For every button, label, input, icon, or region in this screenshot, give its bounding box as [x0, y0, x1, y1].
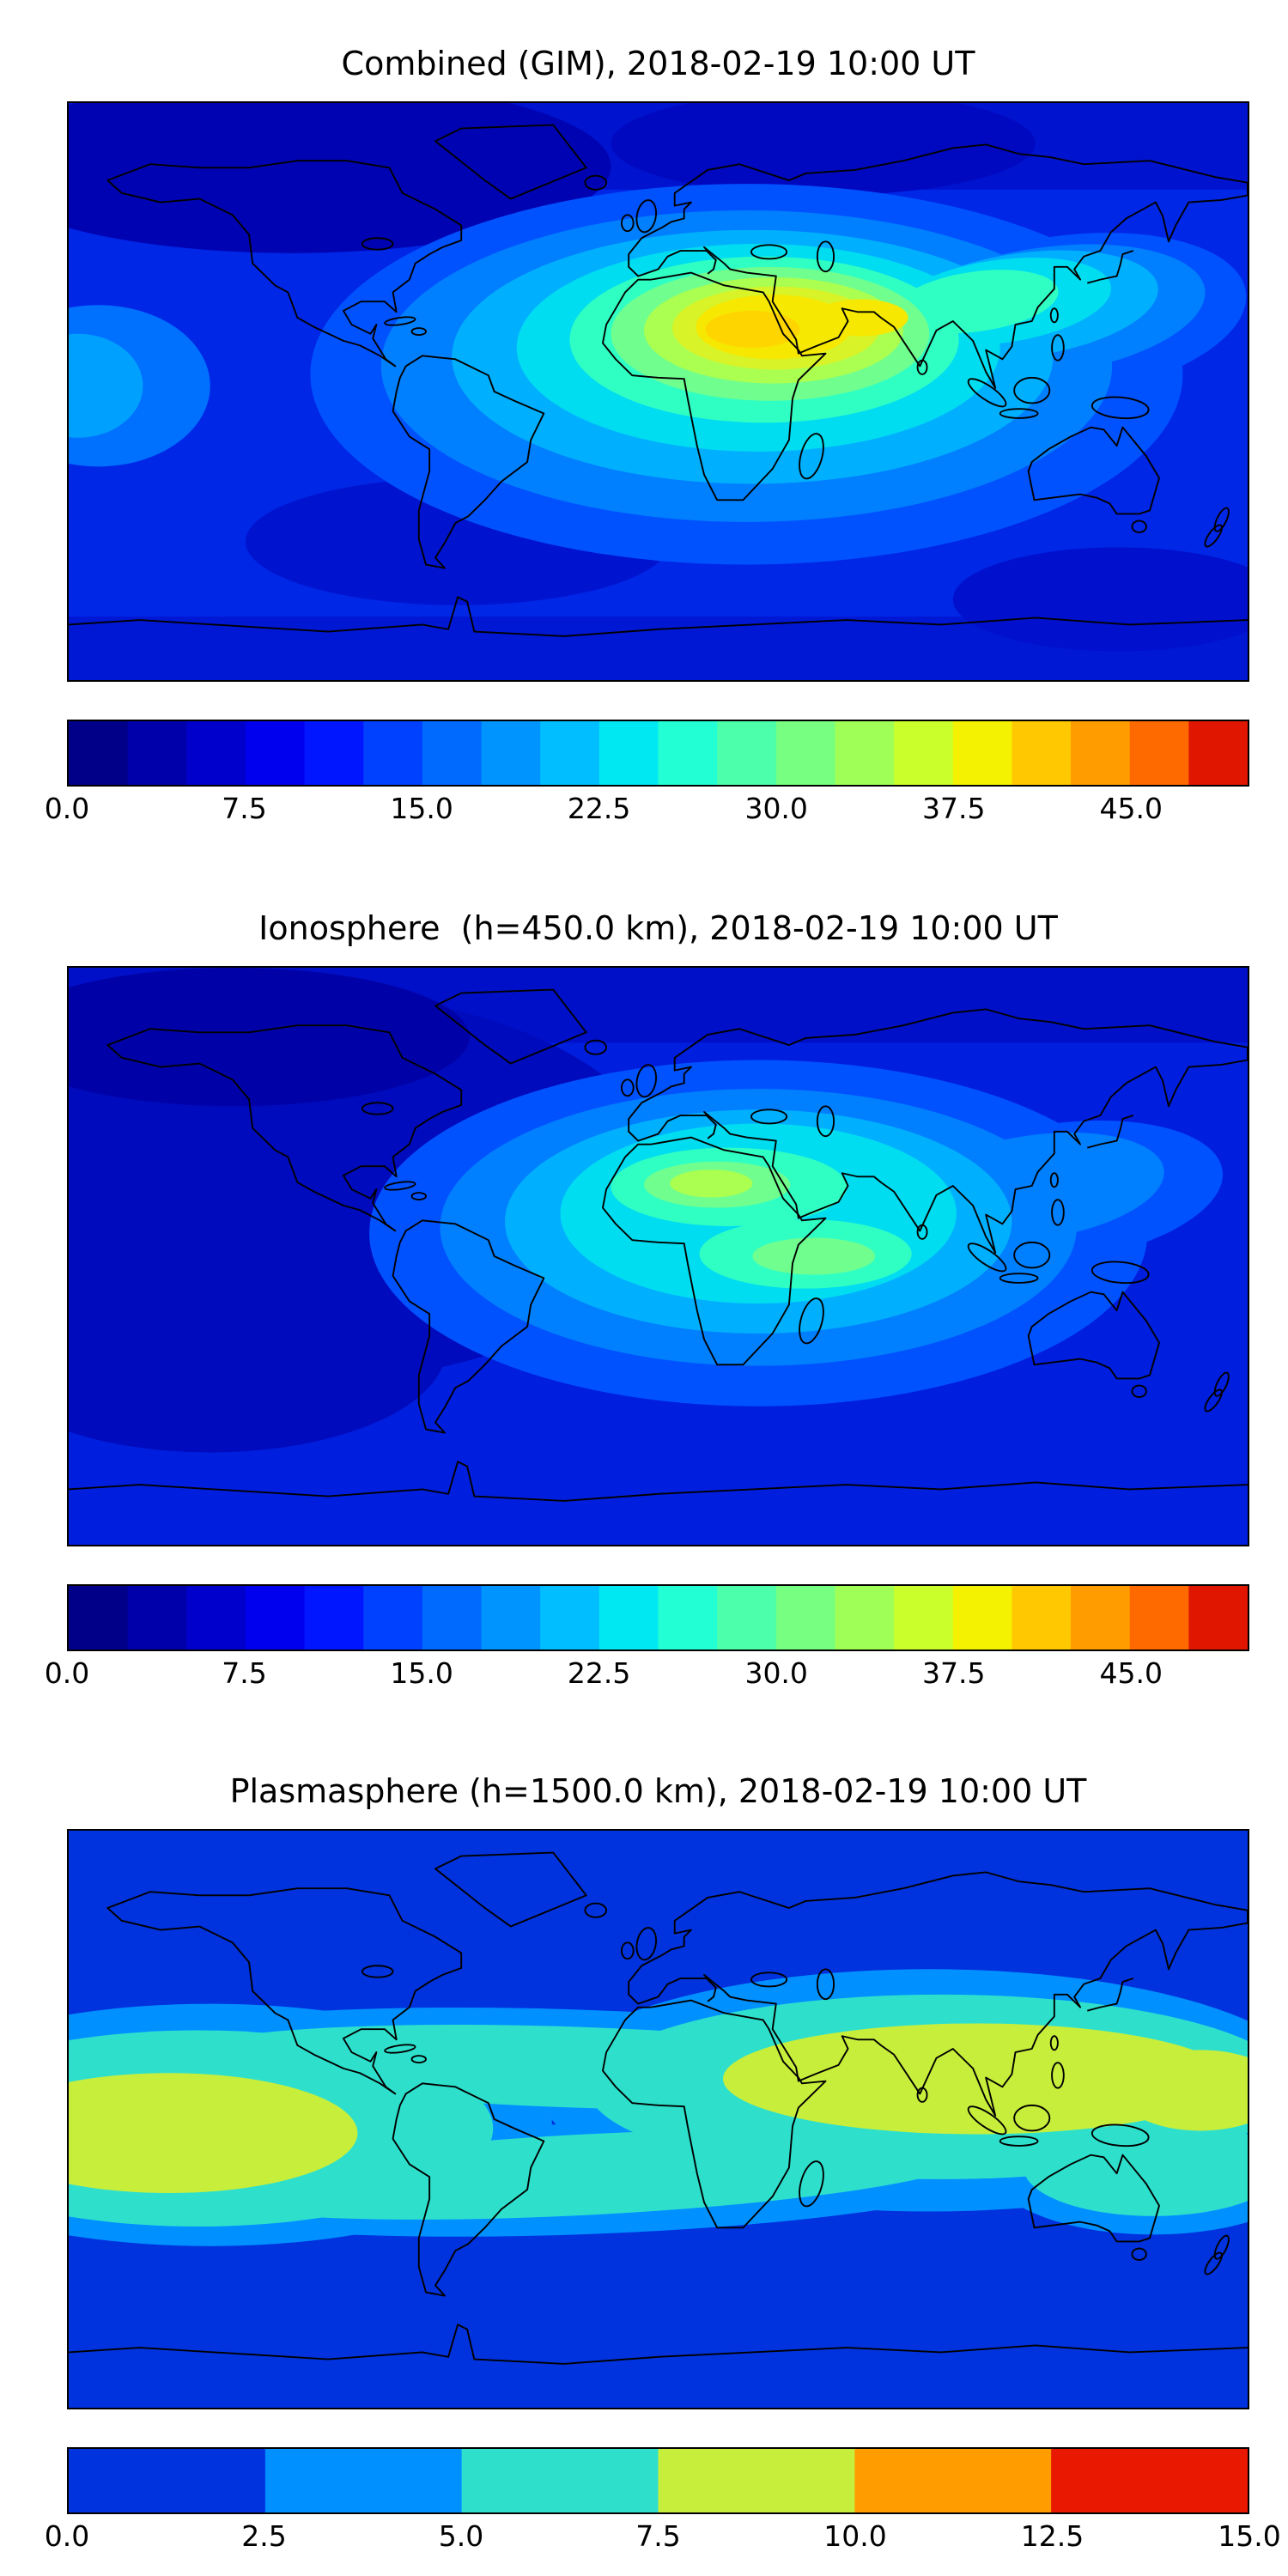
colorbar-segment: [264, 2449, 463, 2512]
colorbar-plasmasphere-svg: [69, 2449, 1248, 2512]
map-combined: [67, 101, 1249, 682]
colorbar-segment: [1012, 721, 1072, 785]
colorbar-segment: [186, 721, 246, 785]
colorbar-ionosphere-svg: [69, 1586, 1248, 1649]
colorbar-segment: [1071, 721, 1131, 785]
colorbar-segment: [422, 1586, 483, 1649]
colorbar-segment: [775, 1586, 836, 1649]
panel-ionosphere: Ionosphere (h=450.0 km), 2018-02-19 10:0…: [45, 908, 1249, 1696]
colorbar-segment: [69, 2449, 266, 2512]
colorbar-segment: [1071, 1586, 1131, 1649]
colorbar-tick-label: 30.0: [744, 1656, 808, 1690]
colorbar-tick-label: 0.0: [44, 1656, 90, 1690]
colorbar-tick-label: 45.0: [1099, 792, 1163, 825]
colorbar-segment: [854, 2449, 1052, 2512]
colorbar-tick-label: 10.0: [823, 2519, 887, 2553]
contour-layer-ionosphere: [69, 968, 1248, 1545]
colorbar-segment: [481, 1586, 542, 1649]
colorbar-combined-ticks: 0.0 7.5 15.0 22.5 30.0 37.5 45.0: [45, 792, 1249, 831]
colorbar-tick-label: 7.5: [222, 1656, 267, 1690]
colorbar-tick-label: 7.5: [635, 2519, 681, 2553]
colorbar-segment: [1129, 1586, 1190, 1649]
colorbar-segment: [304, 1586, 365, 1649]
colorbar-segment: [894, 1586, 954, 1649]
colorbar-segment: [245, 1586, 306, 1649]
colorbar-segment: [952, 1586, 1013, 1649]
colorbar-segment: [658, 721, 718, 785]
colorbar-segment: [835, 1586, 895, 1649]
colorbar-tick-label: 0.0: [44, 2519, 90, 2553]
colorbar-segment: [775, 721, 836, 785]
map-ionosphere: [67, 966, 1249, 1546]
colorbar-tick-label: 22.5: [567, 1656, 631, 1690]
colorbar-segment: [835, 721, 895, 785]
colorbar-tick-label: 2.5: [241, 2519, 287, 2553]
panel-ionosphere-title: Ionosphere (h=450.0 km), 2018-02-19 10:0…: [258, 909, 1058, 947]
colorbar-segment: [952, 721, 1013, 785]
contour-layer-plasmasphere: [69, 1831, 1248, 2408]
colorbar-segment: [422, 721, 483, 785]
map-ionosphere-svg: [69, 968, 1248, 1545]
colorbar-segment: [894, 721, 954, 785]
colorbar-plasmasphere: [67, 2447, 1249, 2514]
colorbar-segment: [127, 1586, 188, 1649]
colorbar-ionosphere-ticks: 0.0 7.5 15.0 22.5 30.0 37.5 45.0: [45, 1656, 1249, 1696]
colorbar-segment: [69, 721, 129, 785]
colorbar-segment: [658, 1586, 718, 1649]
colorbar-segment: [481, 721, 542, 785]
colorbar-segment: [363, 1586, 423, 1649]
colorbar-tick-label: 7.5: [222, 792, 267, 825]
colorbar-tick-label: 37.5: [922, 792, 986, 825]
colorbar-segment: [1129, 721, 1190, 785]
colorbar-tick-label: 5.0: [438, 2519, 484, 2553]
map-plasmasphere-svg: [69, 1831, 1248, 2408]
colorbar-segment: [658, 2449, 856, 2512]
colorbar-combined-svg: [69, 721, 1248, 785]
colorbar-tick-label: 15.0: [390, 1656, 453, 1690]
colorbar-segment: [540, 721, 600, 785]
contour-layer-combined: [69, 103, 1248, 680]
colorbar-segment: [1188, 721, 1248, 785]
colorbar-tick-label: 22.5: [567, 792, 631, 825]
colorbar-segment: [363, 721, 423, 785]
colorbar-segment: [304, 721, 365, 785]
colorbar-segment: [598, 1586, 659, 1649]
colorbar-combined: [67, 720, 1249, 787]
colorbar-tick-label: 0.0: [44, 792, 90, 825]
panel-combined-title: Combined (GIM), 2018-02-19 10:00 UT: [341, 45, 975, 82]
colorbar-segment: [717, 721, 777, 785]
colorbar-segment: [461, 2449, 659, 2512]
panel-plasmasphere: Plasmasphere (h=1500.0 km), 2018-02-19 1…: [45, 1771, 1281, 2559]
panel-plasmasphere-title: Plasmasphere (h=1500.0 km), 2018-02-19 1…: [229, 1772, 1087, 1810]
colorbar-segment: [598, 721, 659, 785]
colorbar-segment: [1051, 2449, 1248, 2512]
colorbar-segment: [69, 1586, 129, 1649]
colorbar-segment: [540, 1586, 600, 1649]
panel-combined: Combined (GIM), 2018-02-19 10:00 UT: [45, 43, 1249, 831]
colorbar-tick-label: 45.0: [1099, 1656, 1163, 1690]
colorbar-tick-label: 12.5: [1020, 2519, 1084, 2553]
colorbar-segment: [1012, 1586, 1072, 1649]
colorbar-segment: [186, 1586, 246, 1649]
colorbar-segment: [717, 1586, 777, 1649]
colorbar-tick-label: 15.0: [1218, 2519, 1281, 2553]
colorbar-segment: [245, 721, 306, 785]
colorbar-tick-label: 37.5: [922, 1656, 986, 1690]
colorbar-ionosphere: [67, 1584, 1249, 1651]
colorbar-segment: [127, 721, 188, 785]
colorbar-tick-label: 30.0: [744, 792, 808, 825]
colorbar-plasmasphere-ticks: 0.0 2.5 5.0 7.5 10.0 12.5 15.0: [45, 2519, 1281, 2559]
map-plasmasphere: [67, 1829, 1249, 2409]
colorbar-tick-label: 15.0: [390, 792, 453, 825]
map-combined-svg: [69, 103, 1248, 680]
colorbar-segment: [1188, 1586, 1248, 1649]
